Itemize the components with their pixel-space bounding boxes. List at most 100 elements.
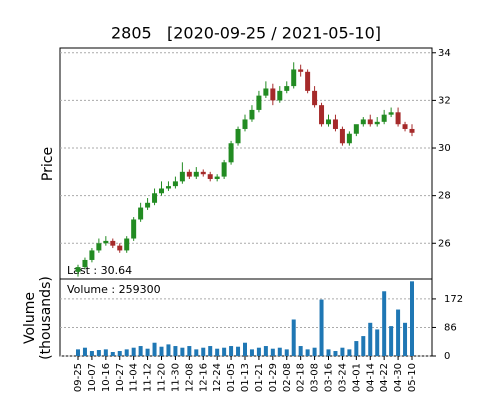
y2-tick-label: 86 [444, 322, 457, 333]
volume-bar [194, 349, 199, 356]
x-tick-label: 03-16 [324, 363, 335, 392]
last-label: Last : 30.64 [67, 264, 132, 277]
x-tick-label: 12-08 [184, 363, 195, 392]
candle-body [339, 128, 345, 144]
candle-body [284, 86, 290, 91]
x-tick-label: 03-08 [310, 363, 321, 392]
volume-bar [76, 349, 80, 356]
x-tick-label: 04-14 [365, 363, 376, 392]
candle-body [75, 267, 81, 272]
candle-body [249, 109, 255, 120]
volume-bar [305, 349, 310, 356]
candle-body [221, 162, 227, 177]
volume-bar [145, 348, 150, 356]
y2-tick-label: 172 [444, 294, 463, 305]
volume-bar [222, 347, 227, 356]
y-tick-label: 34 [438, 48, 451, 59]
x-tick-label: 11-30 [170, 363, 181, 392]
candle-body [228, 143, 234, 163]
volume-bar [319, 299, 324, 356]
x-tick-label: 03-24 [337, 363, 348, 392]
volume-bar [159, 346, 164, 356]
volume-bar [382, 291, 387, 356]
candle-body [117, 245, 123, 251]
volume-bar [166, 344, 171, 356]
candle-body [89, 250, 95, 260]
candle-body [388, 112, 394, 115]
y-axis-label: Price [40, 147, 56, 181]
volume-bar [103, 349, 108, 356]
candle-body [395, 112, 401, 125]
candle-body [186, 171, 192, 177]
y-tick-label: 26 [438, 238, 451, 249]
x-tick-label: 09-25 [73, 363, 84, 392]
x-tick-label: 01-21 [254, 363, 265, 392]
y2-axis-label-line: Volume [22, 292, 38, 344]
candle-body [291, 69, 297, 87]
candle-body [103, 240, 109, 244]
volume-bar [229, 346, 234, 356]
volume-bar [110, 352, 115, 356]
y2-axis-label-line: (thousands) [38, 276, 54, 360]
candle-body [179, 171, 185, 182]
volume-bar [180, 347, 185, 356]
volume-bar [82, 347, 87, 356]
candle-body [214, 176, 220, 179]
volume-bar [277, 347, 282, 356]
candle-body [353, 124, 359, 134]
candle-body [346, 133, 352, 144]
candle-body [159, 188, 164, 194]
candle-body [409, 128, 415, 133]
volume-bar [333, 351, 338, 356]
volume-bar [173, 346, 178, 356]
volume-bar [215, 348, 220, 356]
volume-bar [256, 347, 261, 356]
candle-body [235, 128, 241, 144]
candle-body [172, 181, 178, 187]
candle-body [200, 171, 206, 175]
candle-body [138, 207, 144, 220]
volume-bar [347, 349, 352, 356]
volume-label: Volume : 259300 [67, 283, 161, 296]
x-tick-label: 12-16 [198, 363, 209, 392]
x-tick-label: 04-30 [393, 363, 404, 392]
candle-body [96, 243, 102, 251]
volume-bar [208, 346, 213, 356]
y-tick-label: 28 [438, 191, 451, 202]
y2-axis-label: Volume(thousands) [22, 276, 54, 360]
candle-body [277, 90, 283, 101]
volume-bar [243, 342, 247, 356]
volume-bar [236, 346, 241, 356]
y-tick-label: 32 [438, 95, 451, 106]
x-tick-label: 10-07 [87, 363, 98, 392]
volume-bar [403, 322, 408, 356]
volume-bar [389, 326, 394, 356]
volume-bar [396, 309, 401, 356]
price-panel [59, 47, 433, 280]
chart-title: 2805 [2020-09-25 / 2021-05-10] [111, 24, 381, 43]
candle-body [82, 259, 88, 268]
x-tick-label: 04-22 [379, 363, 390, 392]
x-tick-label: 02-18 [296, 363, 307, 392]
volume-bar [117, 351, 122, 356]
candle-body [207, 174, 213, 179]
volume-bar [187, 346, 192, 356]
candle-body [402, 124, 408, 129]
x-tick-label: 04-01 [351, 363, 362, 392]
volume-bar [368, 322, 373, 356]
volume-bar [152, 342, 157, 356]
volume-bar [249, 349, 254, 356]
x-tick-label: 10-16 [101, 363, 112, 392]
candle-body [332, 119, 338, 129]
candle-body [256, 95, 262, 110]
candle-body [381, 114, 387, 122]
candle-body [152, 193, 158, 203]
y-tick-label: 30 [438, 143, 451, 154]
candle-body [312, 90, 318, 106]
candle-body [374, 121, 380, 125]
candle-body [124, 238, 130, 251]
volume-bar [201, 347, 206, 356]
candle-body [319, 105, 325, 125]
candle-body [165, 186, 171, 189]
x-tick-label: 05-10 [407, 363, 418, 392]
